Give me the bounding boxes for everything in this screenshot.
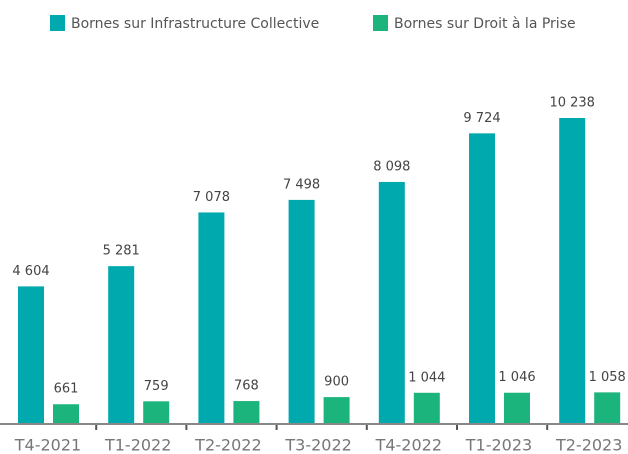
bar xyxy=(594,392,621,424)
bar xyxy=(233,401,260,424)
legend-label: Bornes sur Infrastructure Collective xyxy=(71,16,319,32)
x-tick-label: T1-2023 xyxy=(465,436,532,454)
value-label: 759 xyxy=(144,379,169,394)
bar xyxy=(108,266,135,424)
value-label: 1 044 xyxy=(408,370,445,385)
value-label: 7 078 xyxy=(193,190,230,205)
value-label: 7 498 xyxy=(283,177,320,192)
bar xyxy=(559,118,586,424)
value-label: 1 058 xyxy=(589,370,626,385)
bar xyxy=(18,286,44,424)
bar xyxy=(378,181,405,424)
x-tick-label: T4-2021 xyxy=(14,436,81,454)
value-label: 9 724 xyxy=(463,111,500,126)
value-label: 5 281 xyxy=(103,244,140,259)
x-tick-label: T1-2022 xyxy=(104,436,171,454)
value-label: 8 098 xyxy=(373,159,410,174)
bar xyxy=(53,404,79,424)
bar xyxy=(288,199,315,424)
value-label: 10 238 xyxy=(549,96,595,111)
value-label: 4 604 xyxy=(12,264,49,279)
x-tick-label: T2-2022 xyxy=(194,436,261,454)
x-tick-label: T4-2022 xyxy=(375,436,442,454)
bar xyxy=(323,397,350,424)
bar xyxy=(413,392,440,424)
x-tick-label: T3-2022 xyxy=(284,436,351,454)
value-label: 1 046 xyxy=(498,370,535,385)
bar xyxy=(469,133,495,424)
bar xyxy=(198,212,225,424)
value-label: 768 xyxy=(234,379,259,394)
legend-swatch xyxy=(373,15,388,31)
x-tick-label: T2-2023 xyxy=(555,436,622,454)
value-label: 900 xyxy=(324,375,349,390)
bar xyxy=(504,392,530,424)
value-label: 661 xyxy=(54,382,79,397)
bar xyxy=(143,401,170,424)
legend-label: Bornes sur Droit à la Prise xyxy=(394,16,576,32)
legend-swatch xyxy=(50,15,65,31)
